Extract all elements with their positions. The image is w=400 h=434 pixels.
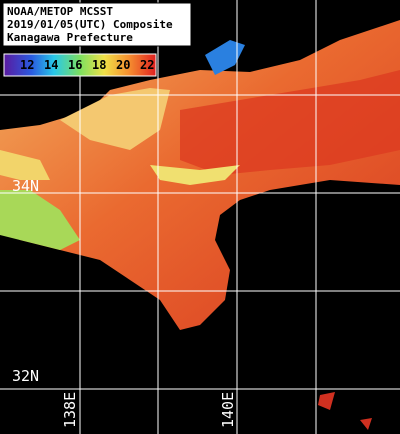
colorbar-label: 12: [20, 58, 34, 72]
colorbar-label: 22: [140, 58, 154, 72]
title-background: [2, 2, 192, 47]
title-line: 2019/01/05(UTC) Composite: [7, 18, 173, 31]
lon-label: 138E: [61, 392, 79, 428]
colorbar: 12 14 16 18 20 22: [3, 53, 157, 77]
colorbar-label: 20: [116, 58, 130, 72]
colorbar-label: 18: [92, 58, 106, 72]
colorbar-scale: [3, 53, 157, 77]
lat-label: 34N: [12, 177, 39, 195]
lon-label: 140E: [219, 392, 237, 428]
title-line: NOAA/METOP MCSST: [7, 5, 113, 18]
colorbar-label: 16: [68, 58, 82, 72]
title-line: Kanagawa Prefecture: [7, 31, 133, 44]
sea-surface: [0, 20, 400, 430]
lat-label: 32N: [12, 367, 39, 385]
colorbar-label: 14: [44, 58, 58, 72]
title-box: NOAA/METOP MCSST 2019/01/05(UTC) Composi…: [2, 2, 192, 47]
